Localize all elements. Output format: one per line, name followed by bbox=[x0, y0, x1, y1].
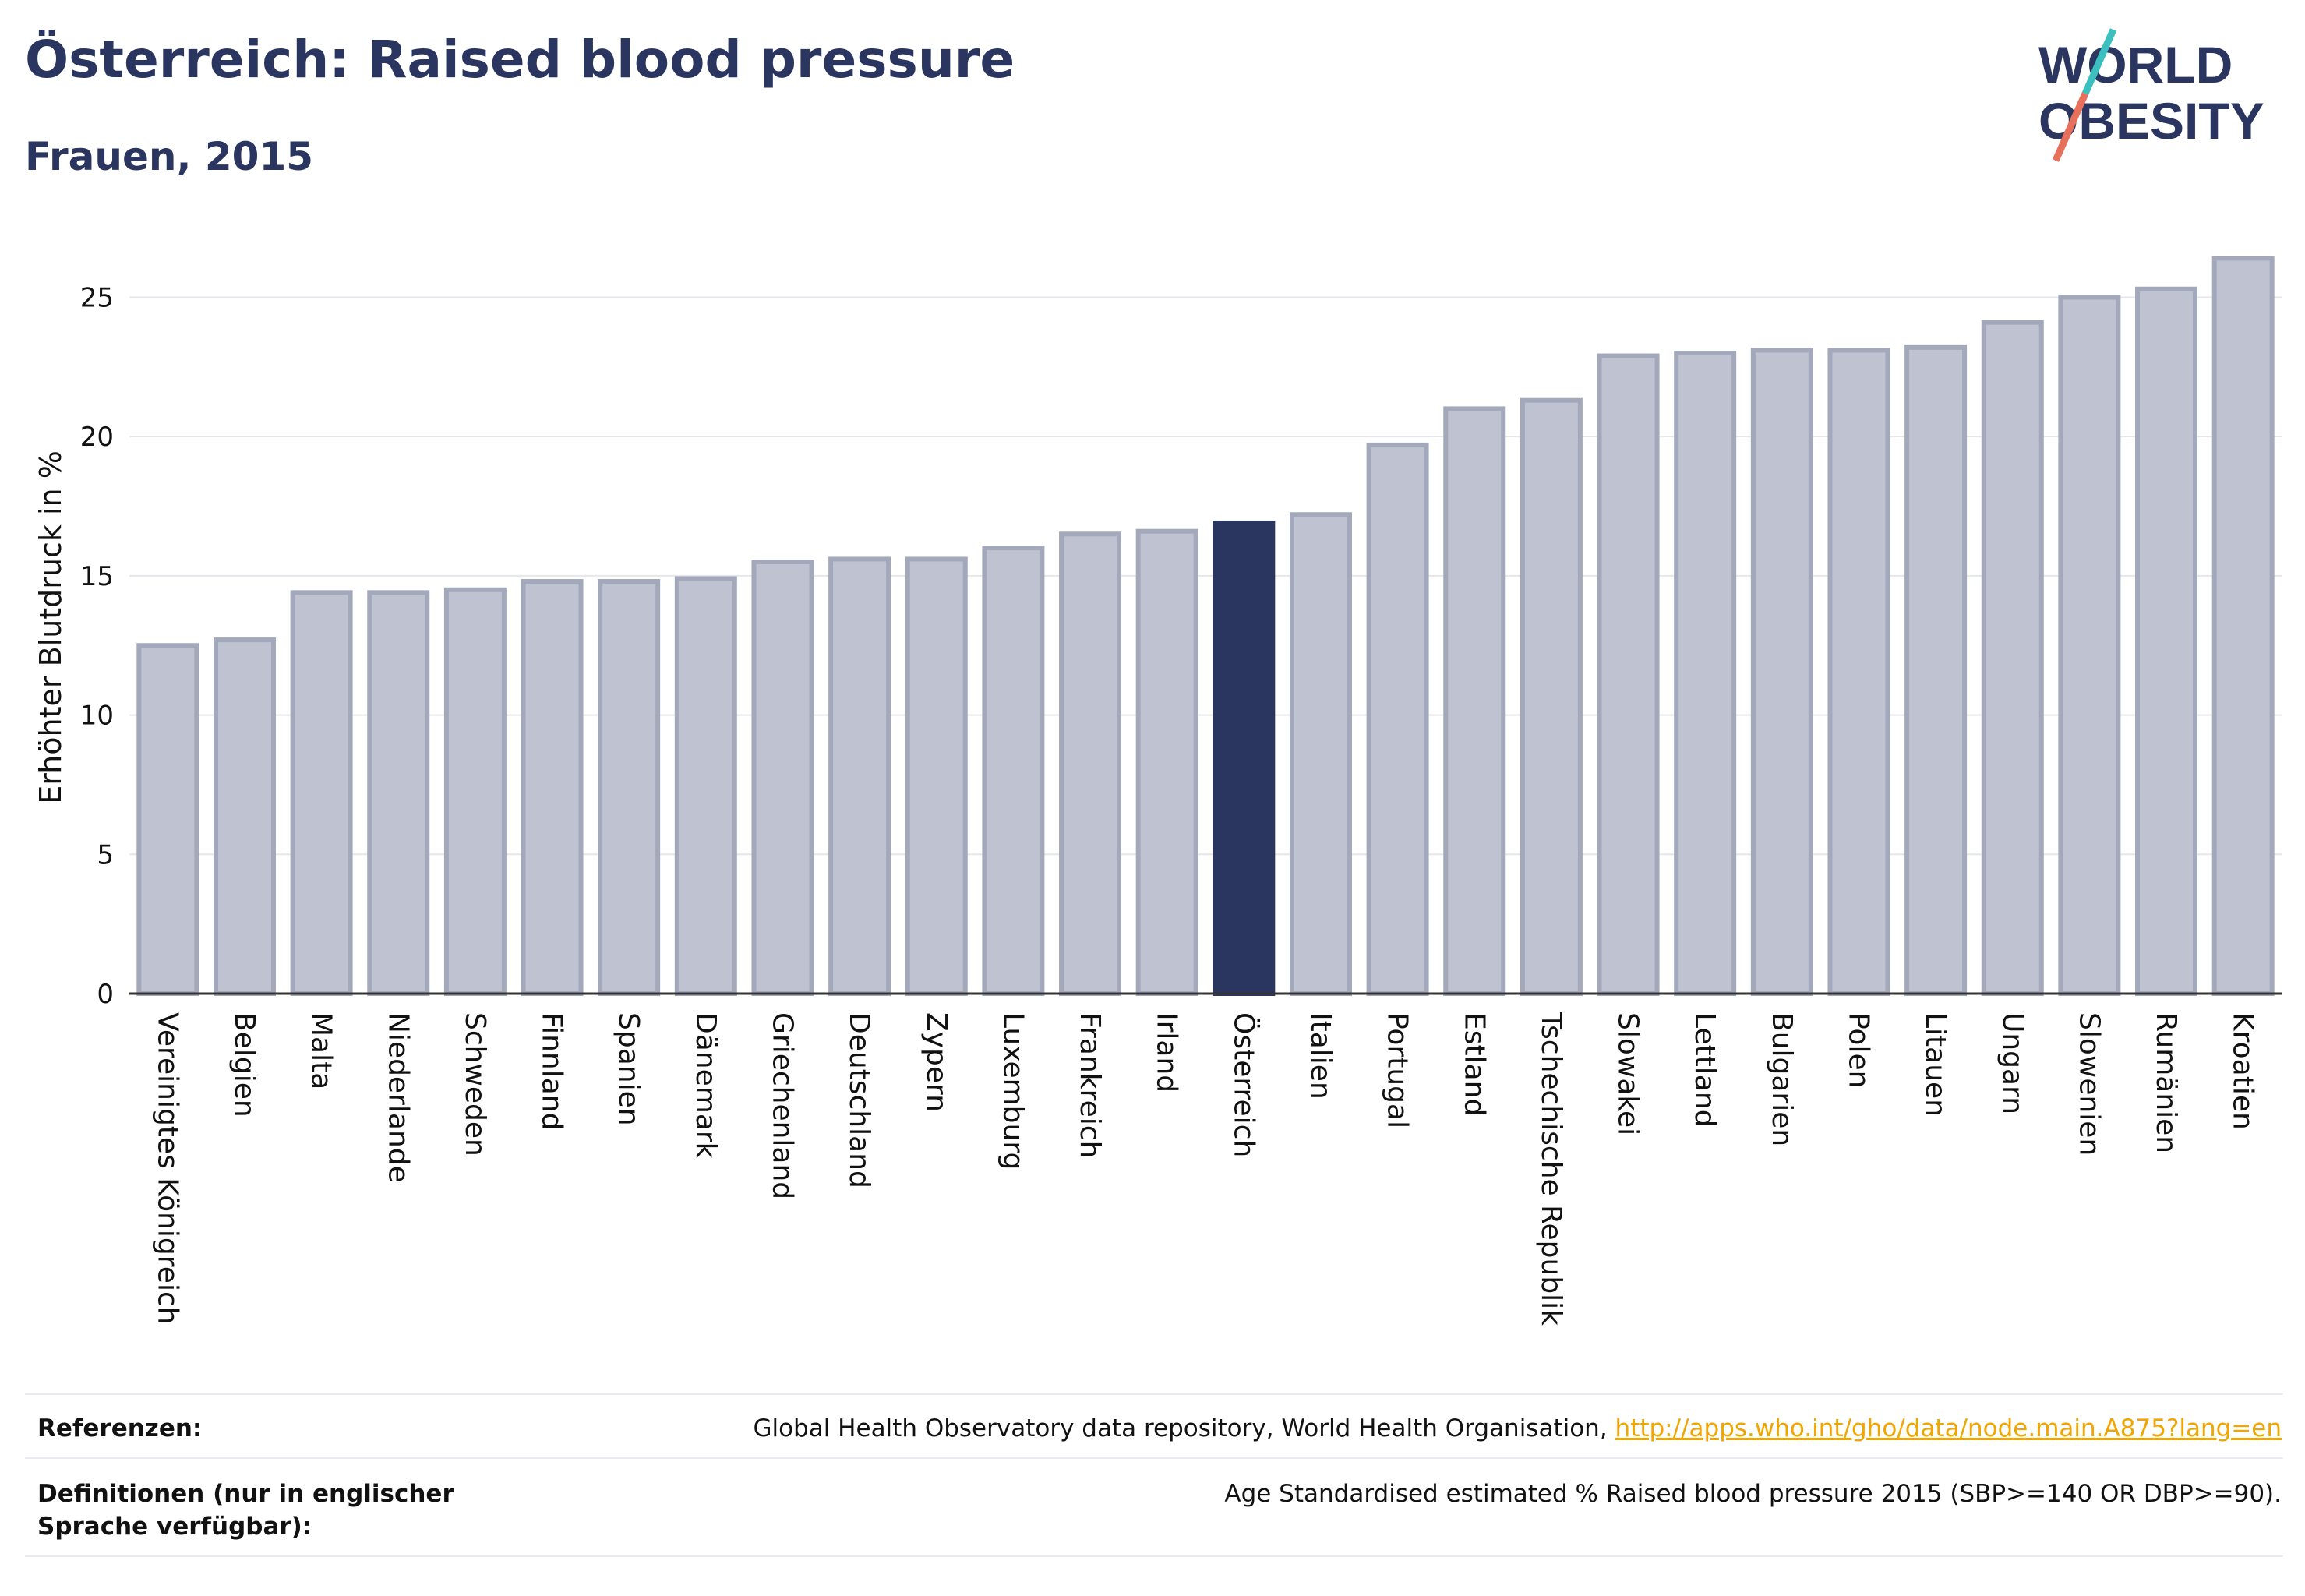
y-tick-label: 15 bbox=[80, 561, 114, 592]
bar-deutschland[interactable] bbox=[828, 556, 891, 996]
x-tick-label: Deutschland bbox=[843, 1012, 875, 1188]
bar-italien[interactable] bbox=[1289, 512, 1352, 996]
bar-kroatien[interactable] bbox=[2211, 256, 2275, 996]
bar-litauen[interactable] bbox=[1904, 344, 1968, 996]
page-subtitle: Frauen, 2015 bbox=[25, 134, 314, 179]
x-tick-label: Polen bbox=[1842, 1012, 1874, 1088]
bar-frankreich[interactable] bbox=[1059, 531, 1122, 996]
bar-belgien[interactable] bbox=[213, 637, 276, 996]
y-tick-label: 20 bbox=[80, 422, 114, 453]
footer-divider-top bbox=[25, 1393, 2283, 1395]
x-tick-label: Niederlande bbox=[382, 1012, 414, 1183]
y-tick-label: 10 bbox=[80, 701, 114, 732]
footer-divider-bottom bbox=[25, 1555, 2283, 1557]
definitions-label: Definitionen (nur in englischer Sprache … bbox=[37, 1480, 454, 1541]
y-tick-label: 0 bbox=[97, 979, 114, 1010]
axes: 0 5 10 15 20 25 Vereinigtes Königreich Belgien M… bbox=[80, 282, 2282, 1326]
bar-zypern[interactable] bbox=[905, 556, 968, 996]
x-tick-label: Dänemark bbox=[690, 1012, 722, 1159]
x-tick-label: Slowakei bbox=[1612, 1012, 1644, 1135]
x-tick-label: Tschechische Republik bbox=[1535, 1012, 1567, 1326]
bar-österreich[interactable] bbox=[1213, 520, 1276, 996]
x-tick-label: Slowenien bbox=[2073, 1012, 2105, 1156]
x-tick-label: Lettland bbox=[1689, 1012, 1721, 1128]
x-tick-label: Vereinigtes Königreich bbox=[151, 1012, 183, 1325]
references-label: Referenzen: bbox=[37, 1414, 203, 1442]
bar-slowakei[interactable] bbox=[1597, 353, 1660, 996]
bar-vereinigtes-königreich[interactable] bbox=[136, 643, 199, 996]
x-tick-label: Litauen bbox=[1919, 1012, 1951, 1117]
y-tick-label: 5 bbox=[97, 839, 114, 870]
bar-slowenien[interactable] bbox=[2058, 295, 2121, 996]
x-tick-label: Estland bbox=[1458, 1012, 1490, 1116]
x-tick-label: Schweden bbox=[459, 1012, 491, 1156]
bars bbox=[136, 256, 2275, 997]
page-title: Österreich: Raised blood pressure bbox=[25, 30, 1015, 90]
bar-lettland[interactable] bbox=[1674, 350, 1737, 996]
x-tick-label: Luxemburg bbox=[997, 1012, 1029, 1170]
world-obesity-logo: WORLD OBESITY bbox=[2038, 28, 2264, 162]
x-tick-label: Kroatien bbox=[2227, 1012, 2259, 1130]
y-tick-label: 25 bbox=[80, 282, 114, 313]
x-tick-label: Portugal bbox=[1382, 1012, 1414, 1128]
bar-niederlande[interactable] bbox=[367, 590, 430, 996]
references-text: Global Health Observatory data repositor… bbox=[753, 1414, 1615, 1442]
bar-dänemark[interactable] bbox=[674, 576, 737, 996]
bar-spanien[interactable] bbox=[598, 579, 661, 996]
bar-chart: 0 5 10 15 20 25 Vereinigtes Königreich Belgien M… bbox=[34, 256, 2282, 1326]
x-tick-label: Belgien bbox=[228, 1012, 260, 1118]
logo-line1: WORLD bbox=[2038, 36, 2233, 94]
x-tick-label: Zypern bbox=[920, 1012, 952, 1112]
logo-slash-teal-icon bbox=[2081, 28, 2117, 95]
bar-rumänien[interactable] bbox=[2135, 286, 2198, 996]
bar-griechenland[interactable] bbox=[751, 560, 814, 996]
x-tick-label: Spanien bbox=[612, 1012, 644, 1126]
footer-divider-middle bbox=[25, 1457, 2283, 1459]
bar-ungarn[interactable] bbox=[1981, 320, 2044, 997]
bar-schweden[interactable] bbox=[443, 587, 507, 996]
bar-finnland[interactable] bbox=[521, 579, 584, 996]
x-tick-label: Italien bbox=[1304, 1012, 1336, 1100]
bar-irland[interactable] bbox=[1135, 528, 1198, 996]
x-tick-label: Österreich bbox=[1227, 1012, 1260, 1157]
references-link[interactable]: http://apps.who.int/gho/data/node.main.A… bbox=[1615, 1414, 2282, 1442]
bar-luxemburg[interactable] bbox=[982, 546, 1045, 996]
x-tick-label: Finnland bbox=[536, 1012, 568, 1130]
references-value: Global Health Observatory data repositor… bbox=[753, 1412, 2282, 1445]
bar-estland[interactable] bbox=[1443, 406, 1506, 996]
definitions-value: Age Standardised estimated % Raised bloo… bbox=[1224, 1480, 2282, 1508]
x-tick-label: Malta bbox=[305, 1012, 337, 1089]
logo-slash-red-icon bbox=[2052, 92, 2089, 162]
y-axis-label: Erhöhter Blutdruck in % bbox=[34, 450, 68, 804]
bar-polen[interactable] bbox=[1827, 348, 1890, 996]
x-tick-label: Bulgarien bbox=[1766, 1012, 1798, 1146]
bar-portugal[interactable] bbox=[1366, 442, 1429, 996]
x-tick-label: Ungarn bbox=[1996, 1012, 2028, 1114]
bar-tschechische-republik[interactable] bbox=[1520, 397, 1583, 996]
x-tick-label: Frankreich bbox=[1074, 1012, 1106, 1158]
x-tick-label: Griechenland bbox=[766, 1012, 798, 1199]
x-tick-label: Irland bbox=[1151, 1012, 1183, 1093]
bar-malta[interactable] bbox=[290, 590, 353, 996]
bar-bulgarien[interactable] bbox=[1750, 348, 1813, 996]
x-tick-label: Rumänien bbox=[2150, 1012, 2182, 1153]
